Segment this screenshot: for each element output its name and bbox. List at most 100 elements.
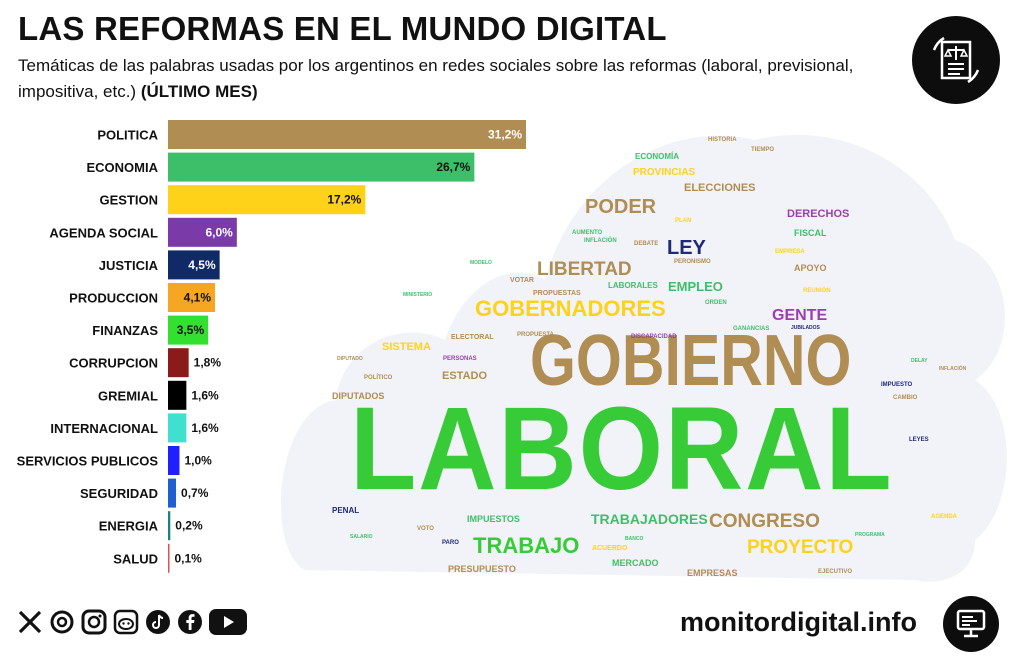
- reddit-icon[interactable]: [112, 608, 140, 636]
- bar: [168, 413, 187, 443]
- page-subtitle: Temáticas de las palabras usadas por los…: [18, 53, 878, 105]
- cloud-word: ELECCIONES: [684, 182, 756, 194]
- cloud-word: IMPUESTOS: [467, 514, 520, 524]
- tiktok-icon[interactable]: [144, 608, 172, 636]
- cloud-word: GENTE: [772, 307, 828, 324]
- monitor-logo-icon: [943, 596, 999, 652]
- cloud-word: MODELO: [470, 260, 492, 266]
- data-label: 4,5%: [188, 258, 216, 272]
- data-label: 26,7%: [436, 160, 470, 174]
- cloud-word: EJECUTIVO: [818, 569, 853, 575]
- cloud-word: ELECTORAL: [451, 334, 494, 341]
- facebook-icon[interactable]: [176, 608, 204, 636]
- bar: [168, 250, 220, 280]
- cloud-word: LIBERTAD: [537, 259, 632, 280]
- cloud-word: PERONISMO: [674, 259, 711, 265]
- bar: [168, 283, 216, 312]
- cloud-word: DEBATE: [634, 241, 659, 247]
- cloud-word: INFLACIÓN: [584, 238, 617, 244]
- cloud-word: MINISTERIO: [403, 292, 433, 298]
- website-link[interactable]: monitordigital.info: [680, 607, 917, 637]
- cloud-word: TRABAJO: [473, 533, 580, 558]
- instagram-icon[interactable]: [80, 608, 108, 636]
- cloud-word: POLÍTICO: [364, 375, 393, 381]
- cloud-word: DISCAPACIDAD: [631, 334, 677, 340]
- cloud-word: TRABAJADORES: [591, 511, 708, 527]
- cloud-word: EMPRESA: [775, 249, 805, 255]
- cloud-word: PODER: [585, 196, 657, 218]
- data-label: 31,2%: [488, 128, 522, 142]
- subtitle-period: (ÚLTIMO MES): [140, 82, 258, 101]
- cloud-word: AGENDA: [931, 514, 958, 520]
- cloud-word: DIPUTADO: [337, 356, 363, 362]
- cloud-word: LABORAL: [350, 383, 894, 515]
- data-label: 0,1%: [175, 551, 203, 565]
- cloud-word: PERSONAS: [443, 356, 477, 362]
- bar: [168, 120, 526, 149]
- category-label: AGENDA SOCIAL: [49, 225, 158, 240]
- cloud-word: ORDEN: [705, 300, 727, 306]
- youtube-icon[interactable]: [208, 608, 248, 636]
- bar: [168, 511, 171, 541]
- cloud-word: JUBILADOS: [791, 325, 820, 331]
- bar: [168, 185, 366, 215]
- cloud-word: ESTADO: [442, 370, 488, 382]
- cloud-word: AUMENTO: [572, 230, 603, 236]
- cloud-word: EMPRESAS: [687, 568, 738, 578]
- bar: [168, 478, 177, 508]
- subtitle-text: Temáticas de las palabras usadas por los…: [18, 56, 854, 101]
- cloud-word: PLAN: [675, 218, 692, 224]
- category-label: SALUD: [113, 551, 158, 566]
- category-label: CORRUPCION: [69, 356, 158, 371]
- x-icon[interactable]: [16, 608, 44, 636]
- data-label: 4,1%: [184, 291, 212, 305]
- data-label: 1,6%: [191, 421, 219, 435]
- category-label: ECONOMIA: [87, 160, 159, 175]
- cloud-word: PROYECTO: [747, 537, 854, 558]
- category-label: SEGURIDAD: [80, 486, 158, 501]
- cloud-word: FISCAL: [794, 228, 827, 238]
- category-label: JUSTICIA: [99, 258, 159, 273]
- cloud-word: SALARIO: [350, 534, 373, 540]
- cloud-word: APOYO: [794, 263, 827, 273]
- cloud-word: CONGRESO: [709, 511, 820, 532]
- cloud-word: MERCADO: [612, 558, 659, 568]
- category-label: GREMIAL: [98, 388, 158, 403]
- word-cloud: LABORAL GOBIERNO GOBERNADORES LIBERTAD PODER…: [275, 110, 1015, 590]
- data-label: 1,8%: [194, 356, 222, 370]
- bar: [168, 543, 170, 573]
- bar: [168, 380, 187, 410]
- cloud-word: LEY: [667, 237, 706, 259]
- bar: [168, 315, 209, 345]
- cloud-word: TIEMPO: [751, 147, 775, 153]
- data-label: 17,2%: [327, 193, 361, 207]
- cloud-word: DIPUTADOS: [332, 391, 385, 401]
- category-label: FINANZAS: [92, 323, 158, 338]
- category-label: PRODUCCION: [69, 291, 158, 306]
- cloud-word: INFLACIÓN: [939, 366, 967, 372]
- cloud-word: LEYES: [909, 437, 929, 443]
- bar: [168, 446, 180, 475]
- reform-document-icon: [912, 16, 1000, 104]
- cloud-shape: [281, 134, 1007, 582]
- cloud-word: PARO: [442, 540, 459, 546]
- cloud-word: PRESUPUESTO: [448, 564, 516, 574]
- cloud-word: EMPLEO: [668, 279, 723, 294]
- data-label: 0,2%: [175, 519, 203, 533]
- data-label: 6,0%: [205, 225, 233, 239]
- cloud-word: DELAY: [911, 358, 928, 364]
- cloud-word: PROPUESTA: [517, 332, 554, 338]
- cloud-word: PROVINCIAS: [633, 167, 696, 178]
- data-label: 0,7%: [181, 486, 209, 500]
- bar: [168, 348, 189, 378]
- cloud-word: BANCO: [625, 536, 644, 542]
- cloud-word: PENAL: [332, 506, 360, 515]
- threads-icon[interactable]: [48, 608, 76, 636]
- cloud-word: GANANCIAS: [733, 326, 770, 332]
- bar: [168, 217, 237, 247]
- category-label: INTERNACIONAL: [50, 421, 158, 436]
- cloud-word: ACUERDO: [592, 545, 628, 552]
- category-label: POLITICA: [97, 128, 158, 143]
- cloud-word: DERECHOS: [787, 208, 850, 220]
- data-label: 1,6%: [191, 388, 219, 402]
